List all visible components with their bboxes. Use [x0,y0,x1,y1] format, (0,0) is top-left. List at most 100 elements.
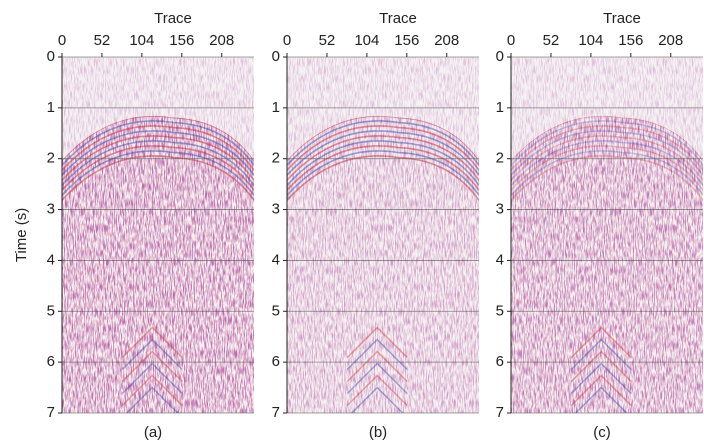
y-tick-label: 2 [496,150,504,167]
y-tick-label: 1 [272,99,280,116]
y-tick-label: 1 [496,99,504,116]
x-tick-label: 208 [434,32,459,49]
reflection [511,140,703,186]
diffraction [570,326,632,359]
diffraction [121,326,183,359]
y-tick-label: 3 [47,201,55,218]
y-tick-label: 7 [272,404,280,421]
diffraction [346,374,408,407]
y-tick-label: 6 [496,353,504,370]
x-tick-label: 156 [618,32,643,49]
y-tick-label: 7 [496,404,504,421]
x-axis-label: Trace [154,10,192,27]
y-tick-label: 2 [272,150,280,167]
y-tick-label: 4 [47,251,55,268]
wavefield [62,115,254,414]
x-tick-label: 104 [578,32,603,49]
wavefield [287,115,479,414]
y-tick-label: 0 [272,48,280,65]
x-tick-label: 52 [543,32,560,49]
reflection [62,140,254,186]
reflection [287,145,479,191]
x-tick-label: 52 [319,32,336,49]
reflection [511,130,703,176]
y-tick-label: 6 [272,353,280,370]
x-tick-label: 156 [394,32,419,49]
reflection [287,150,479,196]
y-tick-label: 3 [496,201,504,218]
y-tick-label: 0 [47,48,55,65]
x-tick-label: 52 [94,32,111,49]
reflection [287,120,479,166]
caption: (a) [144,424,162,441]
x-tick-label: 208 [209,32,234,49]
reflection [62,155,254,201]
reflection [62,130,254,176]
reflection [62,120,254,166]
y-tick-label: 7 [47,404,55,421]
panel: 0 1 2 3 4 5 6 7 0 52 104 156 208 Trace (b) [272,10,479,441]
panel: 0 1 2 3 4 5 6 7 0 52 104 156 208 Trace Time (s) (a) [13,10,254,441]
x-tick-label: 156 [169,32,194,49]
diffraction [121,338,183,371]
reflection [287,135,479,181]
reflection [511,145,703,191]
caption: (c) [593,424,611,441]
x-tick-label: 0 [58,32,66,49]
x-axis-label: Trace [379,10,417,27]
diffraction [121,350,183,383]
wavefield-noise-red [511,115,703,413]
y-tick-label: 4 [272,251,280,268]
y-tick-label: 0 [496,48,504,65]
reflection [62,135,254,181]
diffraction [570,386,632,414]
diffraction [570,338,632,371]
reflection [511,155,703,201]
y-tick-label: 4 [496,251,504,268]
diffraction [570,350,632,383]
reflection [62,125,254,171]
diffraction [346,362,408,395]
x-tick-label: 0 [507,32,515,49]
reflection [62,150,254,196]
y-tick-label: 1 [47,99,55,116]
diffraction [346,338,408,371]
diffraction [121,362,183,395]
reflection [511,120,703,166]
x-tick-label: 0 [283,32,291,49]
diffraction [121,374,183,407]
y-tick-label: 6 [47,353,55,370]
y-tick-label: 5 [496,302,504,319]
diffraction [346,350,408,383]
diffraction [570,374,632,407]
x-tick-label: 104 [354,32,379,49]
reflection [511,135,703,181]
diffraction [570,362,632,395]
reflection [511,150,703,196]
reflection [511,115,703,161]
reflection [287,140,479,186]
y-tick-label: 5 [272,302,280,319]
x-tick-label: 208 [658,32,683,49]
y-tick-label: 3 [272,201,280,218]
reflection [511,125,703,171]
x-tick-label: 104 [129,32,154,49]
reflection [287,155,479,201]
reflection [62,115,254,161]
reflection [62,145,254,191]
y-tick-label: 5 [47,302,55,319]
caption: (b) [369,424,387,441]
wavefield [511,115,703,414]
y-tick-label: 2 [47,150,55,167]
diffraction [346,386,408,414]
x-axis-label: Trace [603,10,641,27]
panel: 0 1 2 3 4 5 6 7 0 52 104 156 208 Trace (c) [496,10,703,441]
diffraction [346,326,408,359]
reflection [287,125,479,171]
y-axis-label: Time (s) [13,208,30,262]
reflection [287,130,479,176]
diffraction [121,386,183,414]
reflection [287,115,479,161]
